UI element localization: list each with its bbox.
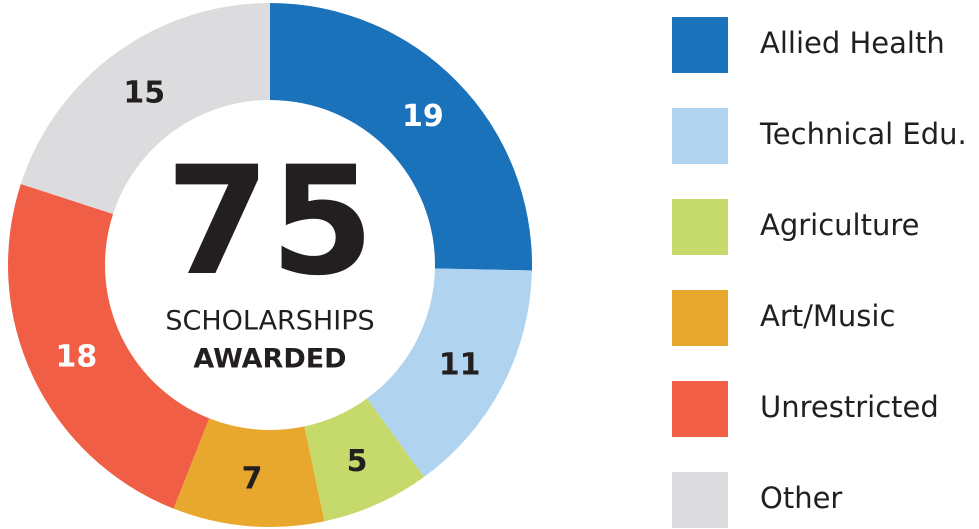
value-label: 15	[123, 75, 165, 110]
legend-label: Art/Music	[760, 299, 895, 333]
legend-label: Other	[760, 481, 842, 515]
center-value: 75	[166, 135, 375, 309]
donut-segment	[304, 398, 424, 522]
legend-swatch	[672, 17, 728, 73]
value-label: 19	[402, 99, 444, 134]
value-label: 7	[242, 462, 263, 497]
donut-segment	[20, 3, 270, 215]
value-label: 5	[347, 444, 368, 479]
value-label: 11	[439, 348, 481, 383]
legend-swatch	[672, 108, 728, 164]
legend-swatch	[672, 381, 728, 437]
center-sublabel: AWARDED	[193, 344, 346, 375]
donut-segment	[173, 418, 325, 527]
legend-label: Technical Edu.	[759, 117, 967, 151]
center-label: SCHOLARSHIPS	[165, 306, 374, 337]
donut-segment	[7, 184, 210, 509]
legend-label: Allied Health	[760, 26, 945, 60]
donut-segment	[366, 268, 532, 477]
legend-swatch	[672, 199, 728, 255]
legend-label: Agriculture	[760, 208, 920, 242]
legend-swatch	[672, 290, 728, 346]
donut-segment	[270, 3, 532, 271]
legend-label: Unrestricted	[760, 390, 939, 424]
value-label: 18	[55, 340, 97, 375]
legend-swatch	[672, 472, 728, 528]
